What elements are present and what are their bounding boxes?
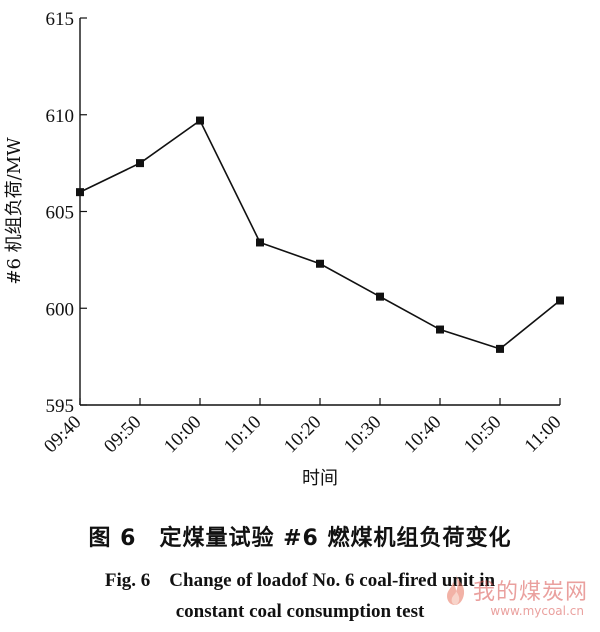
data-point (496, 344, 504, 353)
line-chart: 595 600 605 610 615 09:40 09:50 10:00 10:10 10:2… (4, 9, 566, 489)
data-point (136, 159, 144, 168)
y-tick-label: 595 (46, 396, 75, 417)
data-point (316, 259, 324, 268)
x-tick-label: 10:10 (220, 412, 265, 457)
x-tick-label: 10:50 (460, 412, 505, 457)
watermark-text: 我的煤炭网 (472, 580, 588, 605)
y-tick-label: 605 (46, 203, 75, 224)
x-ticks: 09:40 09:50 10:00 10:10 10:20 10:30 10:40 10:50… (40, 398, 566, 457)
x-tick-label: 09:40 (40, 412, 85, 457)
x-axis-title: 时间 (302, 468, 338, 489)
series-group (76, 116, 564, 353)
series-line (79, 119, 561, 350)
x-tick-label: 10:40 (400, 412, 445, 457)
x-tick-label: 09:50 (100, 412, 145, 457)
y-ticks: 595 600 605 610 615 (46, 9, 87, 417)
data-point (256, 238, 264, 247)
y-tick-label: 610 (46, 106, 75, 127)
x-tick-label: 11:00 (521, 412, 566, 457)
x-tick-label: 10:30 (340, 412, 385, 457)
figure-caption-chinese: 图 6 定煤量试验 #6 燃煤机组负荷变化 (88, 526, 512, 551)
figure-caption-english-line1: Fig. 6 Change of loadof No. 6 coal-fired… (104, 570, 496, 591)
watermark: 我的煤炭网 (443, 574, 588, 606)
data-point (556, 296, 564, 305)
watermark-url: www.mycoal.cn (490, 604, 584, 618)
x-tick-label: 10:00 (160, 412, 205, 457)
y-tick-label: 615 (46, 9, 75, 30)
figure-caption-english-line2: constant coal consumption test (175, 601, 425, 622)
x-tick-label: 10:20 (280, 412, 325, 457)
flame-icon (446, 575, 465, 605)
data-point (376, 292, 384, 301)
y-tick-label: 600 (46, 299, 75, 320)
y-axis-title: #6 机组负荷/MW (4, 137, 25, 285)
data-point (436, 325, 444, 334)
chart-axes (79, 18, 560, 406)
data-point (76, 188, 84, 197)
data-point (196, 116, 204, 125)
